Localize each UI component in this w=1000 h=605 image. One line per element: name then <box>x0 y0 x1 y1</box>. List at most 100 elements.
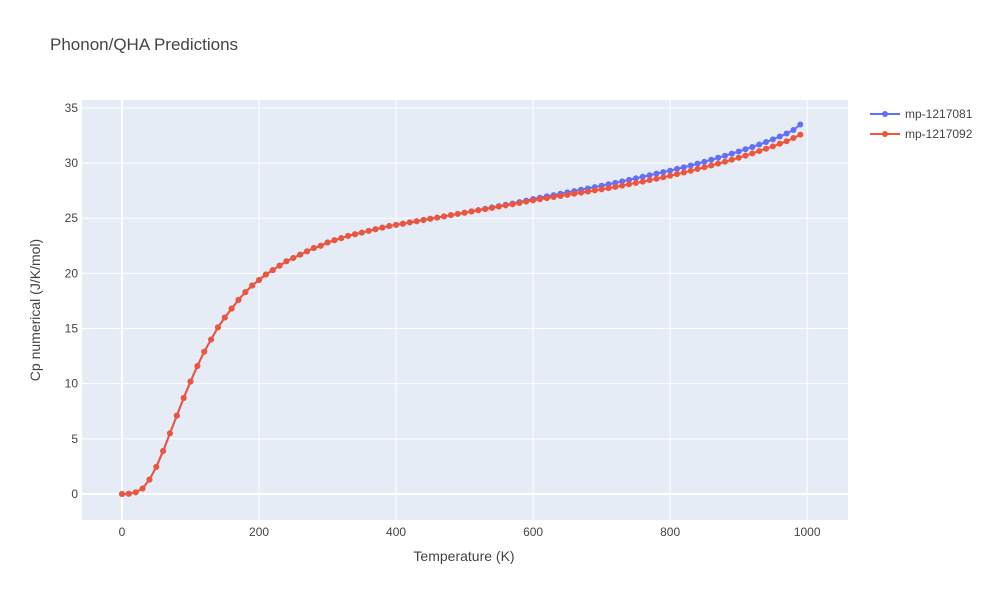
point <box>735 148 742 155</box>
point <box>591 187 598 194</box>
point <box>358 229 365 236</box>
point <box>619 182 626 189</box>
point <box>441 213 448 220</box>
point <box>386 222 393 229</box>
point <box>283 258 290 265</box>
point <box>584 188 591 195</box>
x-tick-label: 800 <box>660 525 680 539</box>
point <box>262 271 269 278</box>
point <box>393 221 400 228</box>
point <box>653 170 660 177</box>
y-tick-label: 5 <box>71 432 78 446</box>
point <box>763 139 770 146</box>
point <box>180 395 187 402</box>
point <box>715 160 722 167</box>
point <box>721 152 728 159</box>
y-tick-label: 35 <box>65 101 79 115</box>
point <box>749 143 756 150</box>
point <box>365 227 372 234</box>
point <box>564 191 571 198</box>
point <box>214 324 221 331</box>
point <box>756 141 763 148</box>
point <box>324 239 331 246</box>
x-tick-label: 400 <box>386 525 406 539</box>
point <box>338 235 345 242</box>
point <box>297 251 304 258</box>
point <box>461 209 468 216</box>
point <box>646 172 653 179</box>
point <box>790 127 797 133</box>
point <box>235 296 242 303</box>
point <box>468 208 475 215</box>
point <box>550 194 557 201</box>
point <box>399 220 406 227</box>
point <box>543 195 550 202</box>
point <box>680 169 687 176</box>
point <box>639 173 646 180</box>
point <box>125 490 132 497</box>
legend-label: mp-1217081 <box>905 107 973 121</box>
point <box>763 145 770 152</box>
point <box>509 201 516 208</box>
point <box>317 242 324 249</box>
x-tick-label: 600 <box>523 525 543 539</box>
point <box>146 476 153 483</box>
point <box>667 172 674 179</box>
point <box>557 192 564 199</box>
point <box>290 254 297 261</box>
point <box>571 190 578 197</box>
point <box>304 248 311 255</box>
point <box>194 363 201 370</box>
point <box>673 165 680 172</box>
point <box>626 176 633 183</box>
legend-marker <box>882 111 888 117</box>
point <box>132 489 139 496</box>
point <box>578 189 585 196</box>
point <box>797 131 804 138</box>
point <box>742 146 749 153</box>
point <box>756 148 763 155</box>
x-tick-label: 1000 <box>794 525 821 539</box>
point <box>119 490 126 497</box>
point <box>605 185 612 192</box>
point <box>701 158 708 165</box>
point <box>790 135 797 142</box>
point <box>715 154 722 161</box>
point <box>687 162 694 169</box>
point <box>256 277 263 283</box>
point <box>345 232 352 239</box>
series-line <box>121 133 801 495</box>
point <box>153 463 160 470</box>
point <box>221 314 228 321</box>
point <box>619 178 626 185</box>
point <box>646 177 653 184</box>
point <box>708 156 715 163</box>
point <box>694 160 701 167</box>
point <box>482 206 489 213</box>
point <box>208 336 215 343</box>
point <box>797 121 804 128</box>
point <box>632 179 639 186</box>
point <box>530 197 537 204</box>
point <box>475 207 482 214</box>
point <box>269 267 276 274</box>
point <box>447 212 454 219</box>
point <box>488 204 495 211</box>
point <box>310 245 317 252</box>
point <box>749 150 756 157</box>
point <box>454 210 461 217</box>
chart-title: Phonon/QHA Predictions <box>50 35 238 54</box>
x-tick-label: 0 <box>119 525 126 539</box>
point <box>351 231 358 238</box>
point <box>160 447 167 454</box>
y-axis-title: Cp numerical (J/K/mol) <box>27 239 43 381</box>
point <box>276 262 283 269</box>
point <box>776 133 783 140</box>
point <box>680 164 687 171</box>
point <box>427 215 434 222</box>
y-tick-label: 30 <box>65 156 79 170</box>
point <box>201 348 208 355</box>
point <box>632 175 639 182</box>
y-tick-label: 25 <box>65 211 79 225</box>
